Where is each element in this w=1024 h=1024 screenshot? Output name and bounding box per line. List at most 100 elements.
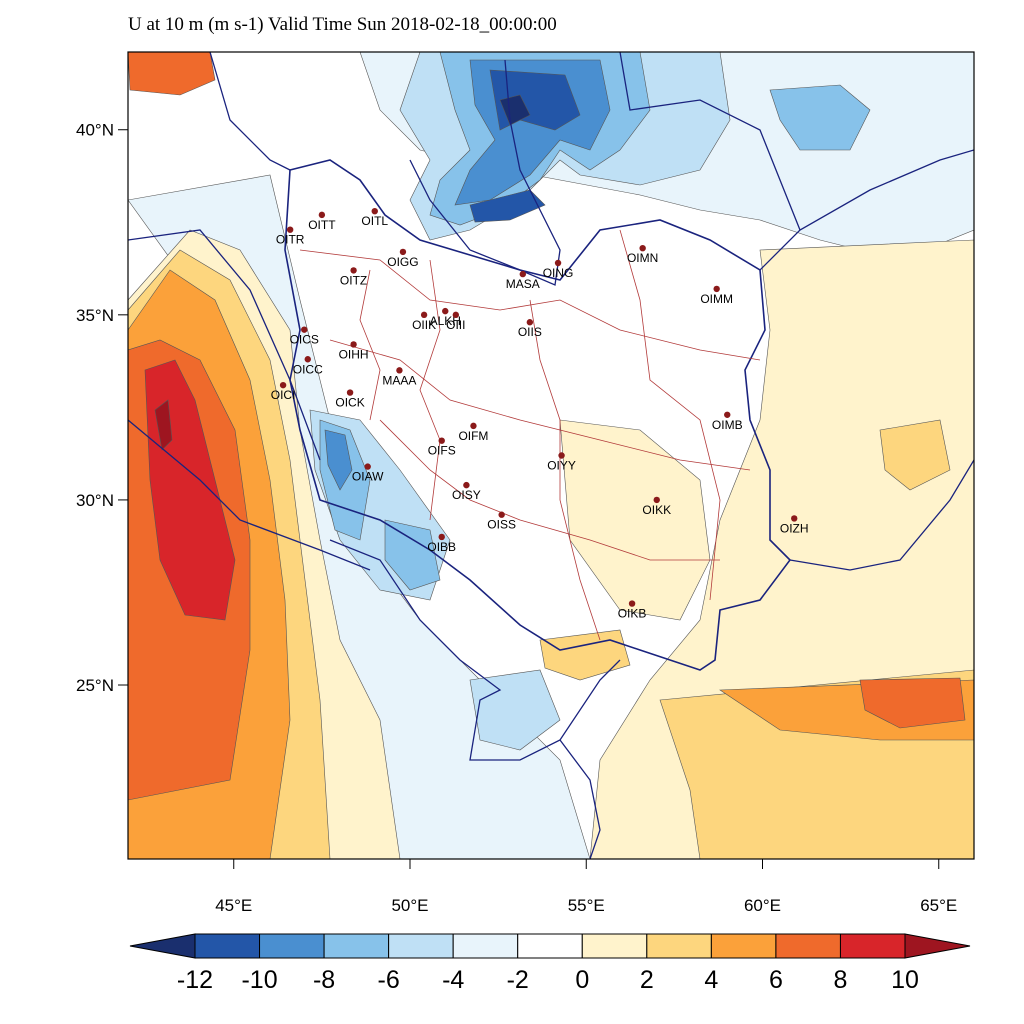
station-label: OIGG (387, 255, 418, 269)
turkmen-border (619, 52, 801, 231)
station-marker (438, 437, 445, 444)
station-marker (318, 211, 326, 219)
iraq-border (128, 229, 321, 461)
colorbar-segment (839, 933, 906, 959)
colorbar-segment (775, 933, 841, 959)
station-marker (350, 267, 357, 274)
station-marker (420, 311, 428, 319)
station-marker (526, 319, 534, 326)
wind-field (128, 52, 974, 859)
colorbar-label: -2 (507, 966, 529, 994)
station-marker (558, 452, 565, 459)
station-label: OICK (335, 396, 364, 410)
caspian-coast (409, 59, 561, 286)
plot-frame (127, 51, 975, 860)
lat-tick-label: 30°N (76, 491, 114, 510)
station-label: OIAW (352, 470, 384, 484)
station-marker (399, 248, 407, 256)
map-title: U at 10 m (m s-1) Valid Time Sun 2018-02… (128, 14, 557, 35)
lon-tick-label: 45°E (215, 896, 252, 915)
station-label: OITT (308, 218, 336, 232)
gulf-coast (329, 539, 621, 761)
field-pos-4-east (879, 419, 951, 491)
lat-tick-label: 25°N (76, 676, 114, 695)
station-label: OIMB (712, 418, 743, 432)
colorbar-segment (517, 933, 583, 959)
colorbar-label: 8 (834, 966, 848, 994)
station-marker (724, 411, 731, 418)
colorbar-label: 2 (640, 966, 654, 994)
station-label: ALKH (430, 314, 461, 328)
colorbar-segment (323, 933, 390, 959)
station-marker (396, 367, 403, 374)
colorbar-label: -8 (313, 966, 335, 994)
station-marker (653, 496, 660, 504)
station-marker (713, 285, 720, 293)
field-neg-12-north (499, 94, 531, 126)
field-pos-8-se (859, 677, 966, 729)
station-marker (519, 270, 526, 278)
province-5 (529, 299, 601, 641)
arabian-coast (128, 419, 371, 571)
lat-tick-label: 35°N (76, 306, 114, 325)
station-label: OING (543, 266, 574, 280)
station-label: OISY (452, 488, 481, 502)
afghan-border (759, 149, 974, 271)
station-label: OIHH (339, 347, 369, 361)
province-2 (329, 339, 751, 471)
colorbar-segment (581, 933, 648, 959)
colorbar-segment (710, 933, 777, 959)
station-label: OICI (271, 388, 296, 402)
province-6 (619, 229, 721, 601)
station-marker (438, 533, 445, 541)
station-marker (452, 311, 460, 319)
station-label: OITR (276, 233, 305, 247)
station-marker (554, 259, 562, 267)
station-label: OIFS (428, 444, 456, 458)
field-neg-8-caspian (469, 189, 546, 223)
station-marker (628, 600, 636, 607)
lon-tick-label: 55°E (568, 896, 605, 915)
colorbar-label: -6 (378, 966, 400, 994)
colorbar-label: -12 (177, 966, 213, 994)
colorbar-segment (646, 933, 712, 959)
station-marker (304, 356, 311, 363)
province-3 (379, 419, 720, 561)
oman-coast (559, 739, 601, 859)
station-marker (301, 326, 308, 333)
boundaries (128, 52, 974, 859)
station-marker (470, 422, 477, 430)
lon-tick-label: 65°E (920, 896, 957, 915)
lon-axis: 45°E 50°E 55°E 60°E 65°E (215, 859, 957, 915)
station-marker (350, 341, 357, 348)
station-label: OIYY (547, 459, 576, 473)
lat-axis: 25°N 30°N 35°N 40°N (76, 121, 128, 695)
station-label: OIIS (518, 325, 542, 339)
colorbar-segment (452, 933, 519, 959)
colorbar-label: 0 (575, 966, 589, 994)
station-label: OISS (487, 518, 516, 532)
colorbar-label: 4 (704, 966, 718, 994)
field-pos-2-central (559, 419, 711, 621)
colorbar-min-arrow (129, 933, 196, 959)
station-marker (463, 481, 470, 489)
station-label: OICS (290, 333, 319, 347)
province-7 (359, 269, 381, 421)
station-marker (791, 515, 798, 522)
colorbar-max-arrow (904, 933, 971, 959)
lat-tick-label: 40°N (76, 121, 114, 140)
station-label: OIFM (458, 429, 488, 443)
colorbar-label: 10 (891, 966, 919, 994)
field-neg-4-oman (469, 669, 561, 751)
colorbar-label: 6 (769, 966, 783, 994)
station-label: OIBB (427, 540, 456, 554)
colorbar-label: -10 (241, 966, 277, 994)
station-label: OIMM (700, 292, 733, 306)
station-marker (364, 463, 371, 470)
station-marker (279, 381, 287, 389)
station-marker (346, 389, 354, 396)
station-label: OITZ (340, 273, 367, 287)
station-label: OITL (361, 214, 388, 228)
colorbar-segment (194, 933, 261, 959)
